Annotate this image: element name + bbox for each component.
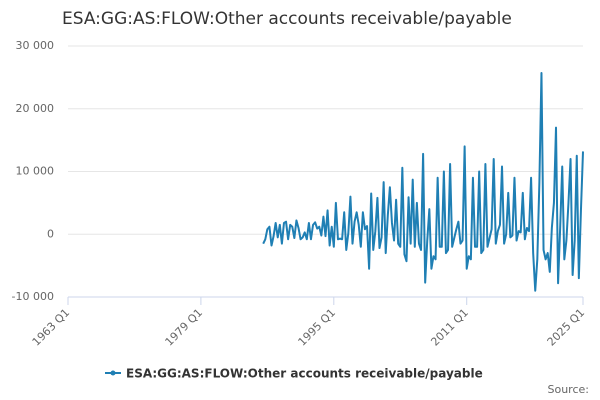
x-tick-label: 1995 Q1: [296, 306, 339, 349]
y-tick-label: 10 000: [16, 165, 55, 178]
source: Source:: [548, 383, 590, 396]
x-tick-label: 1963 Q1: [30, 306, 73, 349]
y-tick-label: 30 000: [16, 39, 55, 52]
legend-label: ESA:GG:AS:FLOW:Other accounts receivable…: [126, 367, 483, 381]
chart-title: ESA:GG:AS:FLOW:Other accounts receivable…: [62, 9, 512, 29]
legend-marker: [110, 370, 116, 376]
y-tick-label: 0: [47, 227, 54, 240]
y-tick-label: 20 000: [16, 102, 55, 115]
line: [262, 71, 584, 292]
x-tick-label: 1979 Q1: [163, 306, 206, 349]
x-tick-label: 2025 Q1: [545, 306, 588, 349]
x-tick-label: 2011 Q1: [428, 306, 471, 349]
y-tick-label: -10 000: [12, 290, 54, 303]
